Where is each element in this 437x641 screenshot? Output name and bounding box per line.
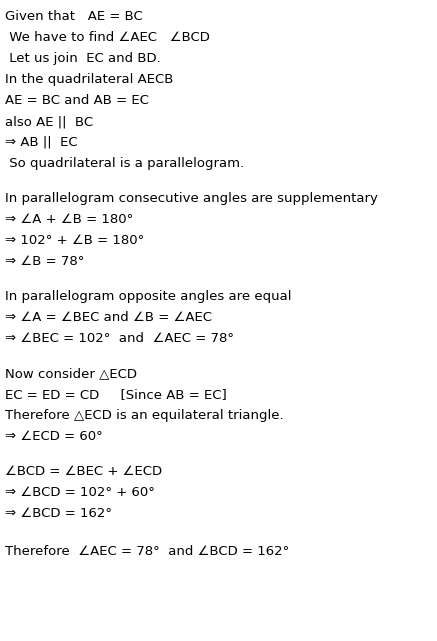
Text: ⇒ ∠B = 78°: ⇒ ∠B = 78°: [5, 255, 84, 268]
Text: We have to find ∠AEC   ∠BCD: We have to find ∠AEC ∠BCD: [5, 31, 210, 44]
Text: ⇒ ∠ECD = 60°: ⇒ ∠ECD = 60°: [5, 430, 103, 443]
Text: Let us join  EC and BD.: Let us join EC and BD.: [5, 52, 161, 65]
Text: ⇒ ∠BEC = 102°  and  ∠AEC = 78°: ⇒ ∠BEC = 102° and ∠AEC = 78°: [5, 332, 234, 345]
Text: ⇒ AB ||  EC: ⇒ AB || EC: [5, 136, 78, 149]
Text: also AE ||  BC: also AE || BC: [5, 115, 93, 128]
Text: So quadrilateral is a parallelogram.: So quadrilateral is a parallelogram.: [5, 157, 244, 170]
Text: ⇒ ∠A + ∠B = 180°: ⇒ ∠A + ∠B = 180°: [5, 213, 133, 226]
Text: ⇒ 102° + ∠B = 180°: ⇒ 102° + ∠B = 180°: [5, 234, 144, 247]
Text: Therefore  ∠AEC = 78°  and ∠BCD = 162°: Therefore ∠AEC = 78° and ∠BCD = 162°: [5, 545, 289, 558]
Text: Given that   AE = BC: Given that AE = BC: [5, 10, 143, 23]
Text: In parallelogram consecutive angles are supplementary: In parallelogram consecutive angles are …: [5, 192, 378, 205]
Text: ∠BCD = ∠BEC + ∠ECD: ∠BCD = ∠BEC + ∠ECD: [5, 465, 162, 478]
Text: In the quadrilateral AECB: In the quadrilateral AECB: [5, 73, 173, 86]
Text: In parallelogram opposite angles are equal: In parallelogram opposite angles are equ…: [5, 290, 291, 303]
Text: AE = BC and AB = EC: AE = BC and AB = EC: [5, 94, 149, 107]
Text: Therefore △ECD is an equilateral triangle.: Therefore △ECD is an equilateral triangl…: [5, 409, 284, 422]
Text: ⇒ ∠BCD = 162°: ⇒ ∠BCD = 162°: [5, 507, 112, 520]
Text: ⇒ ∠A = ∠BEC and ∠B = ∠AEC: ⇒ ∠A = ∠BEC and ∠B = ∠AEC: [5, 311, 212, 324]
Text: EC = ED = CD     [Since AB = EC]: EC = ED = CD [Since AB = EC]: [5, 388, 227, 401]
Text: Now consider △ECD: Now consider △ECD: [5, 367, 137, 380]
Text: ⇒ ∠BCD = 102° + 60°: ⇒ ∠BCD = 102° + 60°: [5, 486, 155, 499]
